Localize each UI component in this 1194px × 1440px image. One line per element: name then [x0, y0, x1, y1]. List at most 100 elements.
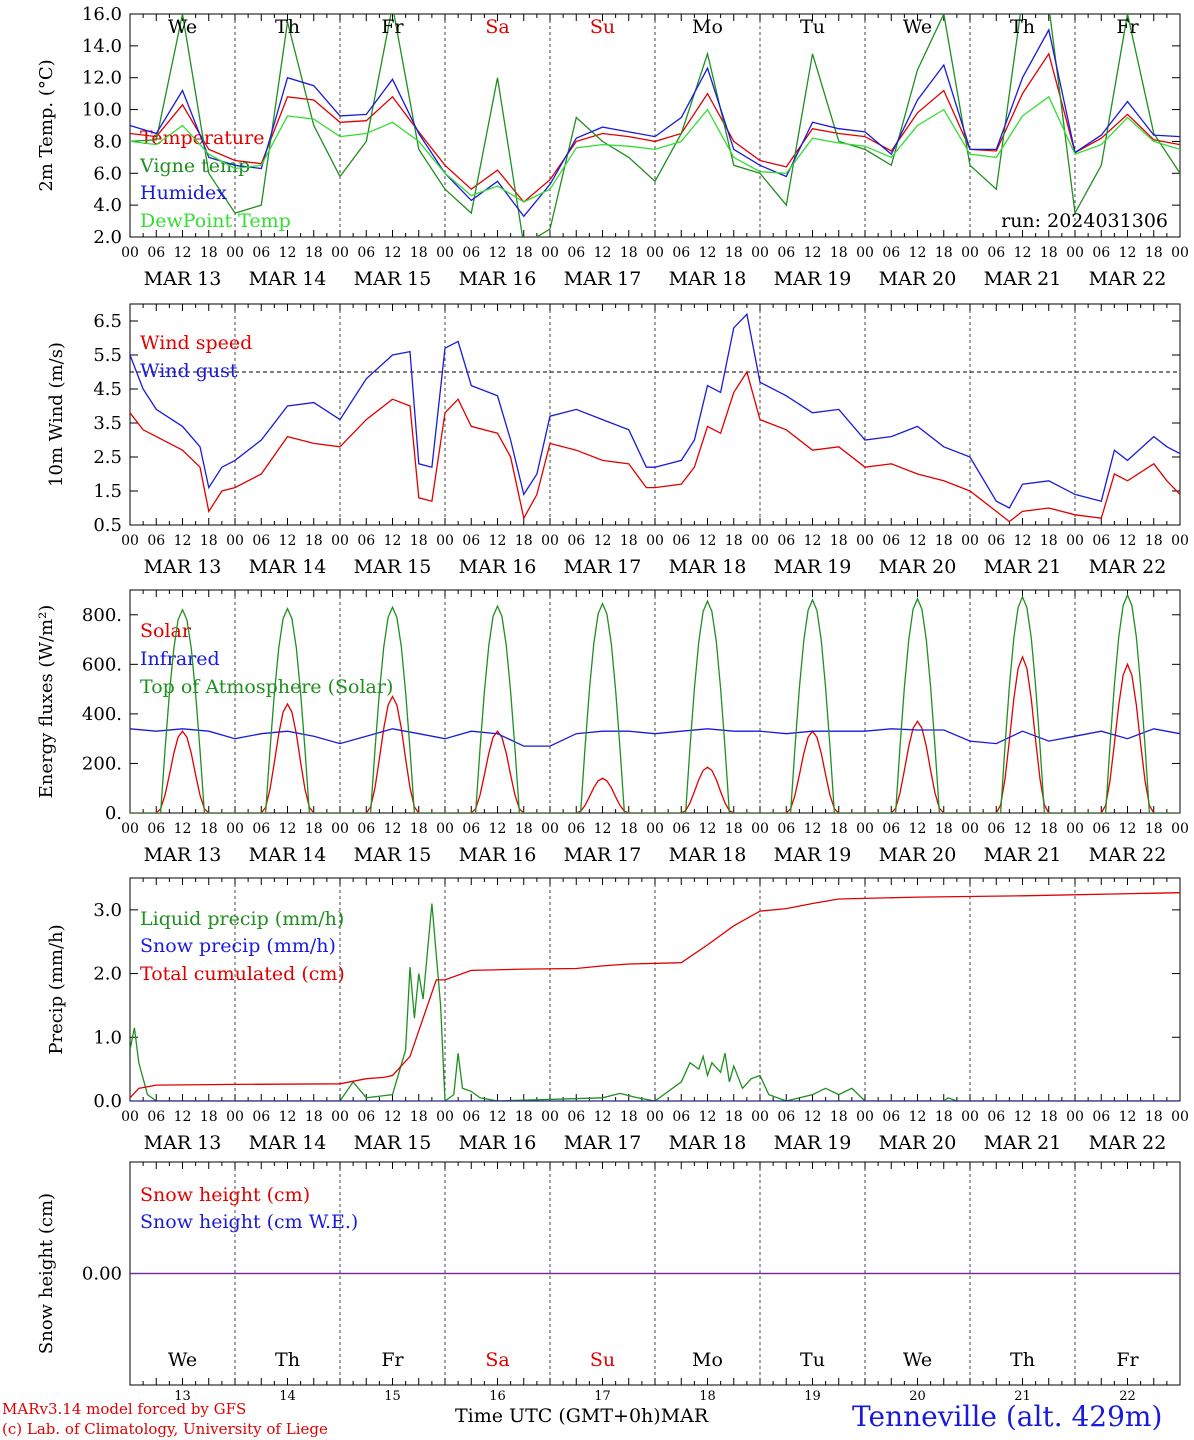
- legend-humidex: Humidex: [140, 182, 227, 204]
- hour-tick-label: 18: [1145, 533, 1163, 549]
- hour-tick-label: 18: [725, 245, 743, 261]
- hour-tick-label: 18: [200, 821, 218, 837]
- hour-tick-label: 00: [226, 245, 244, 261]
- model-credit-line2: (c) Lab. of Climatology, University of L…: [2, 1420, 328, 1438]
- hour-tick-label: 18: [725, 821, 743, 837]
- hour-tick-label: 00: [856, 533, 874, 549]
- legend-vigne-temp: Vigne temp: [139, 155, 250, 177]
- hour-tick-label: 06: [462, 821, 480, 837]
- y-tick-label: 0.00: [82, 1264, 122, 1285]
- hour-tick-label: 06: [567, 821, 585, 837]
- month-label: MAR: [660, 1405, 709, 1427]
- hour-tick-label: 12: [174, 821, 192, 837]
- hour-tick-label: 00: [121, 821, 139, 837]
- hour-tick-label: 06: [147, 533, 165, 549]
- hour-tick-label: 06: [147, 245, 165, 261]
- weekday-label-top: Th: [1010, 16, 1035, 38]
- weekday-label-bottom: Th: [275, 1349, 300, 1371]
- hour-tick-label: 06: [882, 245, 900, 261]
- day-label: MAR 20: [879, 1132, 957, 1154]
- day-label: MAR 15: [354, 268, 432, 290]
- y-tick-label: 8.0: [93, 131, 122, 152]
- day-label: MAR 16: [459, 268, 537, 290]
- y-axis-label: 10m Wind (m/s): [46, 342, 67, 487]
- hour-tick-label: 12: [1119, 821, 1137, 837]
- hour-tick-label: 00: [331, 533, 349, 549]
- hour-tick-label: 18: [410, 1109, 428, 1125]
- hour-tick-label: 00: [541, 245, 559, 261]
- hour-tick-label: 12: [489, 821, 507, 837]
- weekday-label-bottom: Su: [590, 1349, 615, 1371]
- hour-tick-label: 06: [1092, 1109, 1110, 1125]
- weekday-label-top: Mo: [692, 16, 723, 38]
- day-label: MAR 15: [354, 556, 432, 578]
- hour-tick-label: 00: [226, 821, 244, 837]
- day-label: MAR 16: [459, 1132, 537, 1154]
- hour-tick-label: 06: [777, 245, 795, 261]
- weekday-label-bottom: Sa: [485, 1349, 509, 1371]
- y-tick-label: 14.0: [82, 36, 122, 57]
- hour-tick-label: 06: [462, 1109, 480, 1125]
- hour-tick-label: 00: [436, 1109, 454, 1125]
- hour-tick-label: 06: [357, 1109, 375, 1125]
- hour-tick-label: 18: [410, 533, 428, 549]
- hour-tick-label: 00: [436, 245, 454, 261]
- hour-tick-label: 18: [410, 245, 428, 261]
- legend-dewpoint-temp: DewPoint Temp: [140, 210, 291, 232]
- hour-tick-label: 06: [252, 245, 270, 261]
- hour-tick-label: 00: [121, 1109, 139, 1125]
- day-label: MAR 15: [354, 844, 432, 866]
- hour-tick-label: 06: [987, 245, 1005, 261]
- legend-wind-speed: Wind speed: [140, 332, 252, 354]
- hour-tick-label: 00: [331, 245, 349, 261]
- hour-tick-label: 00: [961, 245, 979, 261]
- hour-tick-label: 12: [384, 821, 402, 837]
- hour-tick-label: 00: [1066, 245, 1084, 261]
- hour-tick-label: 18: [305, 533, 323, 549]
- series-line-dewpoint-temp: [130, 95, 1180, 203]
- hour-tick-label: 00: [541, 533, 559, 549]
- hour-tick-label: 18: [935, 533, 953, 549]
- hour-tick-label: 12: [909, 821, 927, 837]
- weekday-label-bottom: Fr: [381, 1349, 404, 1371]
- hour-tick-label: 18: [830, 245, 848, 261]
- run-label: run: 2024031306: [1001, 210, 1168, 232]
- day-label: MAR 14: [249, 268, 327, 290]
- hour-tick-label: 06: [672, 1109, 690, 1125]
- y-axis-label: 2m Temp. (°C): [36, 59, 57, 191]
- hour-tick-label: 18: [200, 245, 218, 261]
- hour-tick-label: 06: [357, 245, 375, 261]
- day-label: MAR 18: [669, 1132, 747, 1154]
- day-number-label: 18: [699, 1389, 716, 1404]
- day-number-label: 22: [1119, 1389, 1136, 1404]
- day-label: MAR 19: [774, 1132, 852, 1154]
- hour-tick-label: 00: [856, 1109, 874, 1125]
- hour-tick-label: 12: [174, 245, 192, 261]
- day-label: MAR 19: [774, 844, 852, 866]
- time-label: Time UTC (GMT+0h): [455, 1405, 661, 1427]
- y-tick-label: 1.0: [93, 1027, 122, 1048]
- hour-tick-label: 00: [1171, 533, 1189, 549]
- hour-tick-label: 12: [594, 245, 612, 261]
- hour-tick-label: 00: [331, 821, 349, 837]
- hour-tick-label: 12: [909, 533, 927, 549]
- legend-wind-gust: Wind gust: [140, 360, 238, 382]
- weekday-label-bottom: Fr: [1116, 1349, 1139, 1371]
- hour-tick-label: 12: [699, 1109, 717, 1125]
- hour-tick-label: 18: [830, 1109, 848, 1125]
- series-line-humidex: [130, 28, 1180, 218]
- y-tick-label: 16.0: [82, 4, 122, 25]
- weekday-label-bottom: Th: [1010, 1349, 1035, 1371]
- day-label: MAR 13: [144, 844, 222, 866]
- y-tick-label: 10.0: [82, 100, 122, 121]
- day-label: MAR 17: [564, 556, 642, 578]
- hour-tick-label: 00: [541, 1109, 559, 1125]
- legend-snow-precip-mm-h-: Snow precip (mm/h): [140, 935, 336, 957]
- day-label: MAR 20: [879, 556, 957, 578]
- hour-tick-label: 00: [646, 821, 664, 837]
- hour-tick-label: 06: [672, 245, 690, 261]
- hour-tick-label: 06: [252, 821, 270, 837]
- hour-tick-label: 12: [279, 821, 297, 837]
- hour-tick-label: 12: [174, 1109, 192, 1125]
- weekday-label-top: Sa: [485, 16, 509, 38]
